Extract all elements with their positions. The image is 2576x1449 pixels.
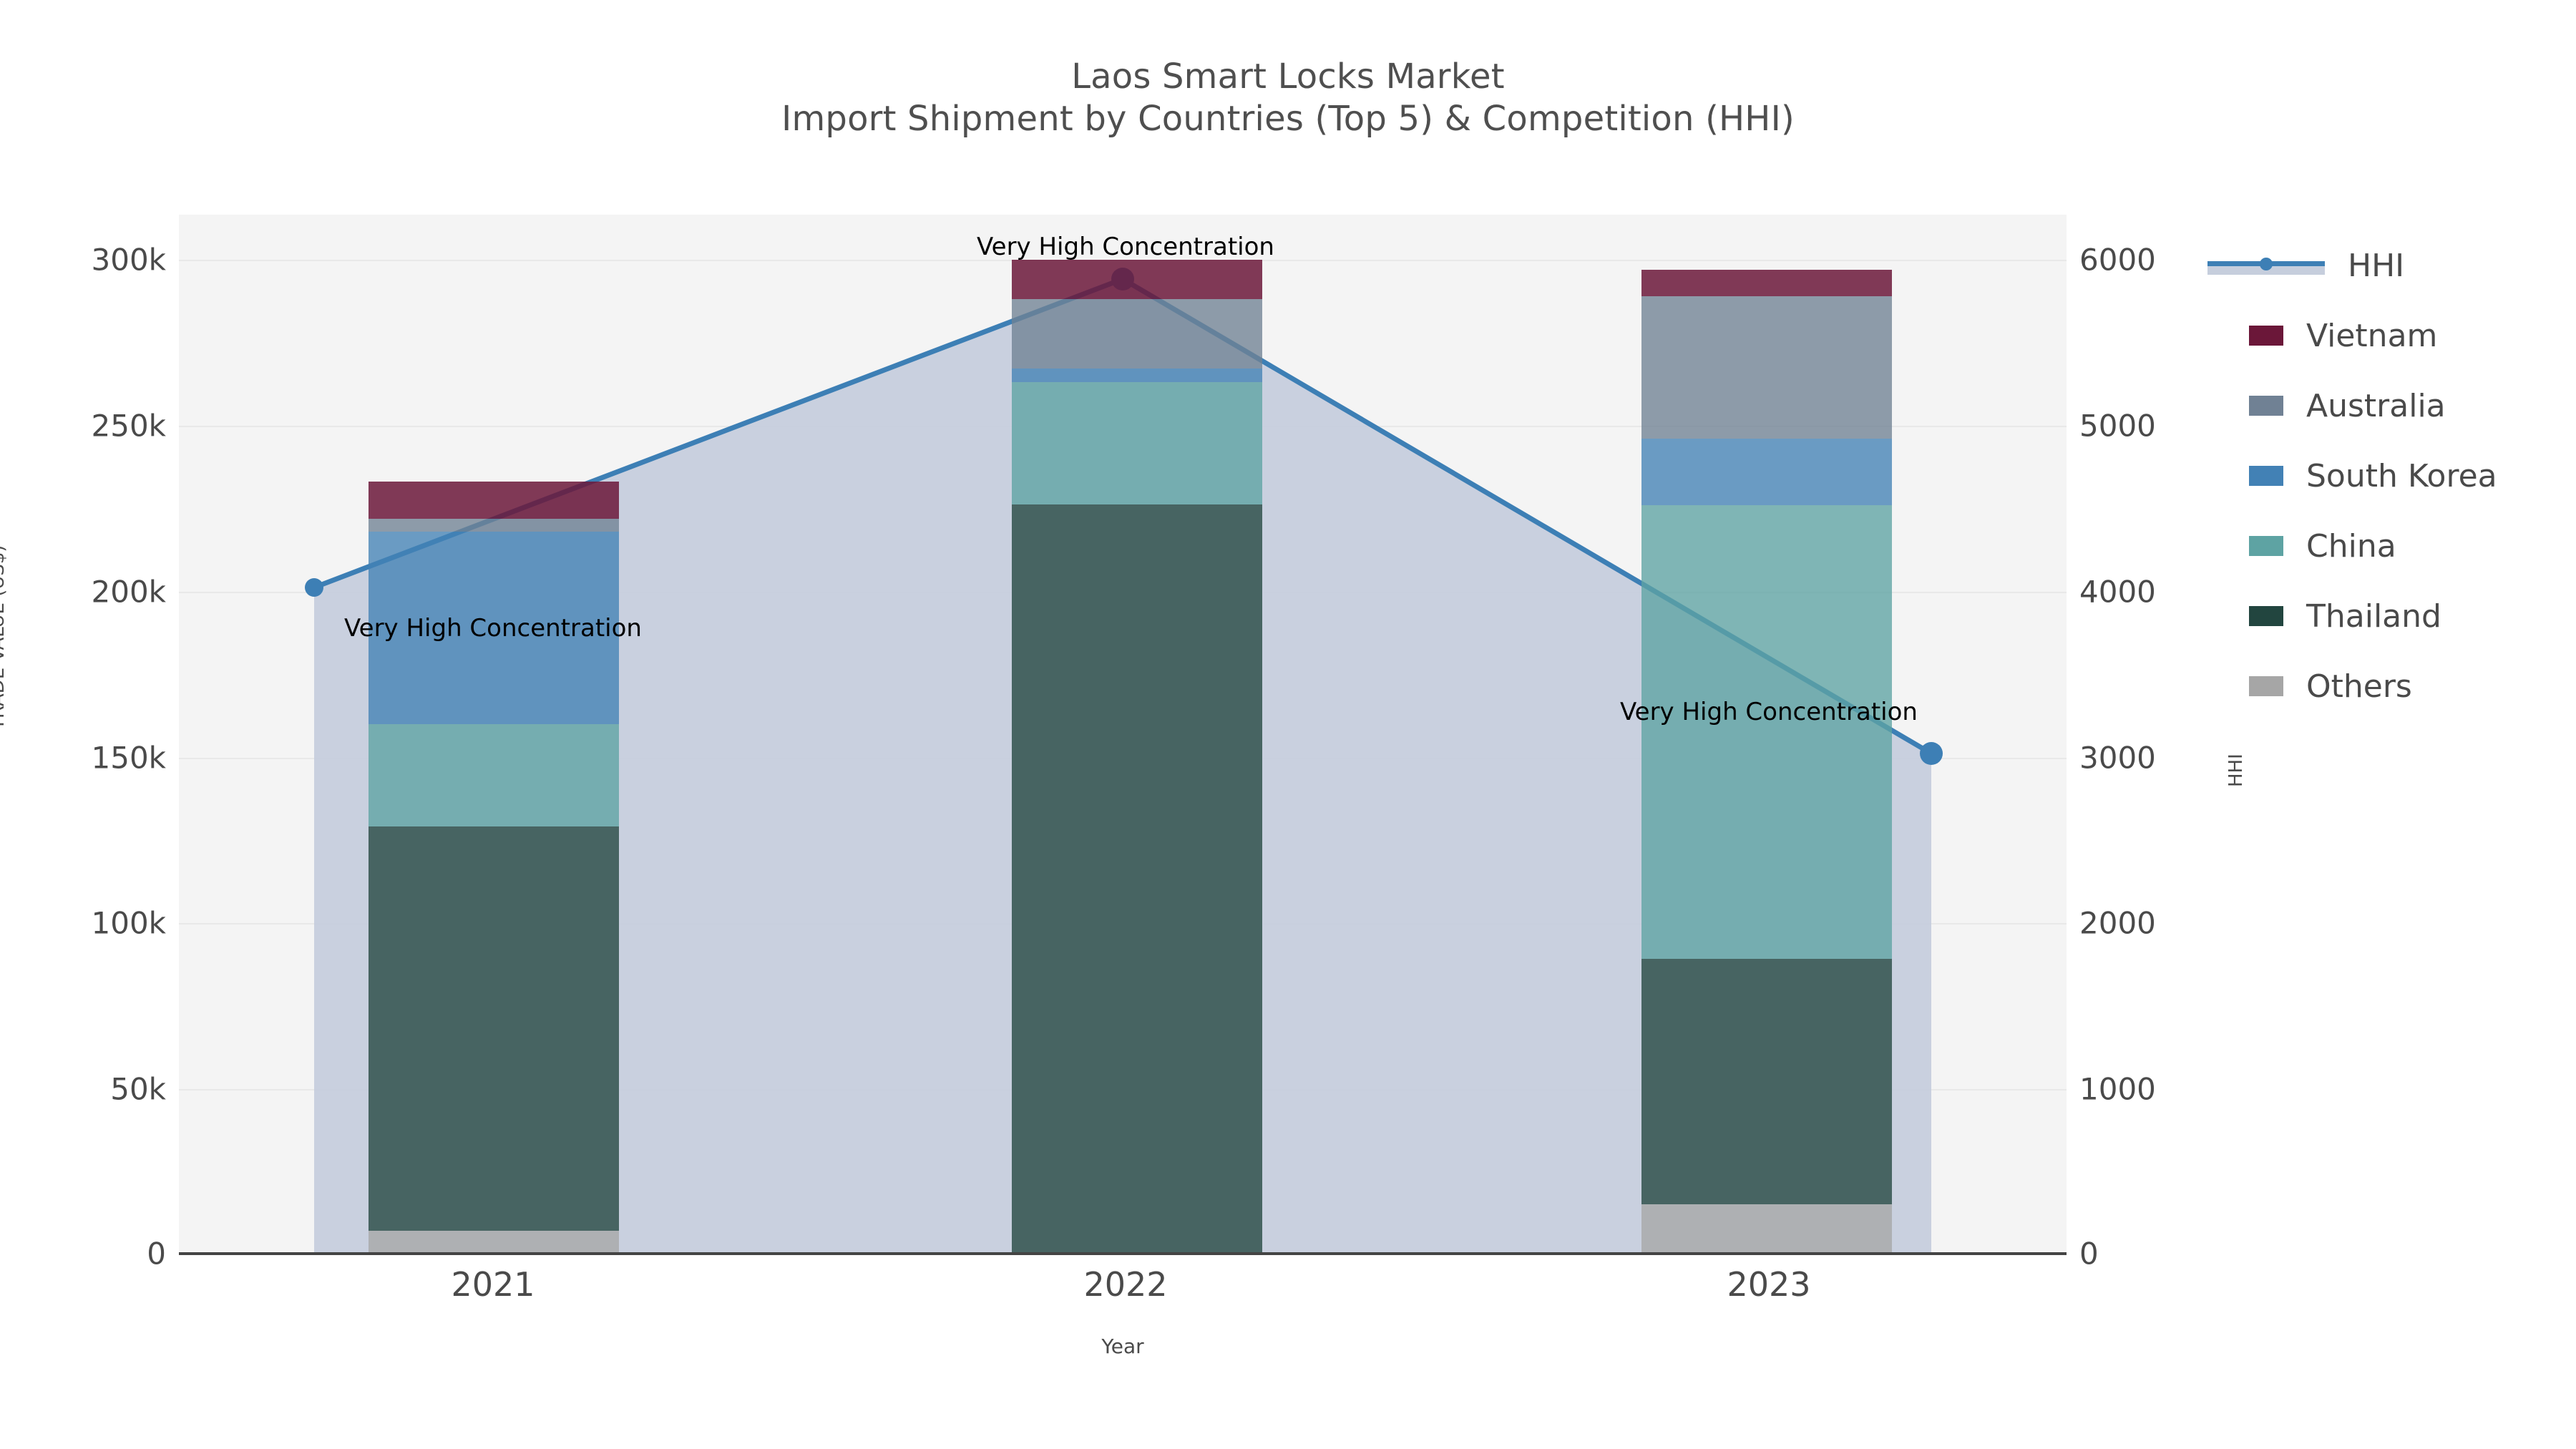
legend-swatch-icon: [2249, 536, 2283, 556]
bar-segment-vietnam[interactable]: [1012, 260, 1262, 299]
legend-swatch-icon: [2249, 606, 2283, 626]
hhi-line-marker-icon: [2207, 255, 2325, 276]
x-axis-label: Year: [1101, 1335, 1144, 1358]
bar-segment-china[interactable]: [1641, 505, 1892, 959]
y-tick-right: 1000: [2079, 1071, 2156, 1107]
legend-item-australia[interactable]: Australia: [2207, 371, 2576, 441]
bar-segment-thailand[interactable]: [369, 826, 619, 1231]
y-tick-right: 3000: [2079, 740, 2156, 776]
annotation-2023: Very High Concentration: [1620, 698, 1918, 726]
y-tick-right: 0: [2079, 1236, 2099, 1272]
bar-segment-vietnam[interactable]: [1641, 270, 1892, 296]
legend-label: HHI: [2348, 247, 2405, 284]
bar-segment-australia[interactable]: [1641, 296, 1892, 439]
y-axis-left-ticks: 300k 250k 200k 150k 100k 50k 0: [0, 0, 167, 1272]
legend-item-vietnam[interactable]: Vietnam: [2207, 301, 2576, 371]
chart-title-line-2: Import Shipment by Countries (Top 5) & C…: [781, 98, 1795, 139]
y-tick-left: 0: [147, 1236, 166, 1272]
y-axis-left-label: TRADE VALUE (US$): [0, 545, 9, 730]
legend-label: Thailand: [2306, 597, 2441, 635]
y-axis-right-label: HHI: [2225, 753, 2247, 787]
hhi-point-2021: [305, 578, 323, 597]
legend-item-others[interactable]: Others: [2207, 651, 2576, 721]
legend-swatch-icon: [2249, 396, 2283, 416]
y-tick-left: 200k: [91, 574, 167, 610]
x-tick-2023: 2023: [1727, 1265, 1811, 1304]
hhi-point-2023: [1920, 742, 1943, 765]
y-tick-left: 100k: [91, 905, 167, 941]
x-axis-line: [179, 1252, 2067, 1255]
bar-segment-others[interactable]: [1641, 1204, 1892, 1254]
legend-label: Australia: [2306, 387, 2446, 424]
legend-label: Vietnam: [2306, 317, 2438, 354]
bar-segment-vietnam[interactable]: [369, 482, 619, 519]
bar-segment-south-korea[interactable]: [1641, 439, 1892, 505]
chart-legend: HHI Vietnam Australia South Korea China …: [2207, 230, 2576, 721]
bar-segment-thailand[interactable]: [1641, 959, 1892, 1204]
y-tick-left: 250k: [91, 408, 167, 444]
legend-label: Others: [2306, 668, 2412, 705]
x-tick-2022: 2022: [1083, 1265, 1168, 1304]
bar-segment-others[interactable]: [369, 1231, 619, 1254]
legend-item-south-korea[interactable]: South Korea: [2207, 441, 2576, 511]
legend-item-china[interactable]: China: [2207, 511, 2576, 581]
y-tick-right: 2000: [2079, 905, 2156, 941]
bar-segment-thailand[interactable]: [1012, 504, 1262, 1254]
legend-item-thailand[interactable]: Thailand: [2207, 581, 2576, 651]
legend-label: South Korea: [2306, 457, 2497, 494]
y-tick-left: 50k: [110, 1071, 166, 1107]
bar-segment-china[interactable]: [1012, 382, 1262, 504]
y-tick-left: 150k: [91, 740, 167, 776]
annotation-2022: Very High Concentration: [977, 233, 1274, 261]
legend-swatch-icon: [2249, 466, 2283, 486]
chart-title: Laos Smart Locks Market Import Shipment …: [0, 56, 2576, 140]
bar-segment-china[interactable]: [369, 724, 619, 826]
x-tick-2021: 2021: [451, 1265, 535, 1304]
y-tick-right: 5000: [2079, 408, 2156, 444]
annotation-2021: Very High Concentration: [344, 614, 642, 643]
bar-segment-australia[interactable]: [1012, 299, 1262, 369]
legend-item-hhi[interactable]: HHI: [2207, 230, 2576, 301]
bar-segment-australia[interactable]: [369, 519, 619, 532]
legend-label: China: [2306, 527, 2396, 565]
legend-swatch-icon: [2249, 326, 2283, 346]
y-tick-right: 4000: [2079, 574, 2156, 610]
legend-swatch-icon: [2249, 676, 2283, 696]
bar-segment-south-korea[interactable]: [1012, 369, 1262, 382]
bar-segment-south-korea[interactable]: [369, 532, 619, 724]
y-tick-left: 300k: [91, 242, 167, 278]
y-tick-right: 6000: [2079, 242, 2156, 278]
chart-title-line-1: Laos Smart Locks Market: [1071, 57, 1505, 97]
